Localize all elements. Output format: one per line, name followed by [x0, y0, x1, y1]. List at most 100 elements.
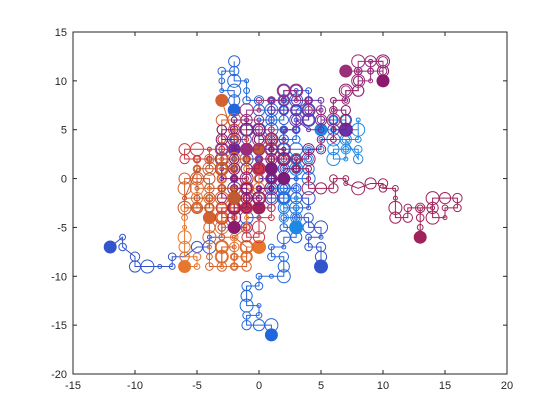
data-layer — [103, 54, 463, 342]
data-point — [254, 281, 264, 291]
data-point — [291, 125, 301, 135]
x-tick-label: -5 — [192, 380, 202, 392]
x-tick-label: -15 — [65, 380, 81, 392]
data-point — [252, 191, 266, 206]
data-point — [306, 176, 312, 182]
data-point — [129, 251, 141, 262]
data-point — [392, 184, 399, 192]
data-point — [243, 87, 251, 95]
data-point — [402, 212, 413, 223]
data-point — [281, 136, 287, 142]
data-point — [342, 175, 350, 182]
data-point — [304, 105, 313, 115]
data-point — [305, 87, 313, 95]
series-start-marker — [202, 211, 216, 225]
data-point — [241, 232, 252, 243]
series-start-marker — [103, 240, 117, 254]
data-point — [231, 146, 237, 152]
data-point — [355, 68, 361, 74]
data-point — [430, 205, 436, 211]
data-point — [316, 135, 326, 144]
data-point — [229, 262, 239, 271]
data-point — [416, 224, 424, 231]
data-point — [318, 234, 324, 240]
data-point — [218, 233, 226, 241]
data-point — [289, 112, 304, 127]
y-tick-label: -15 — [51, 320, 67, 332]
data-point — [425, 210, 440, 225]
data-point — [252, 132, 266, 147]
data-point — [182, 195, 188, 201]
data-point — [353, 144, 363, 154]
data-point — [217, 66, 227, 76]
data-point — [227, 73, 242, 88]
data-point — [205, 164, 214, 174]
data-point — [351, 54, 366, 69]
data-point — [276, 152, 291, 167]
data-point — [240, 289, 253, 302]
data-point — [268, 273, 274, 279]
data-point — [268, 184, 275, 192]
data-point — [214, 142, 229, 157]
data-point — [218, 145, 226, 153]
data-point — [242, 223, 251, 232]
data-point — [205, 262, 214, 271]
data-point — [241, 183, 252, 194]
data-point — [301, 181, 316, 196]
data-point — [230, 155, 238, 163]
data-point — [253, 163, 265, 175]
data-point — [291, 135, 301, 144]
data-point — [291, 153, 302, 165]
data-point — [340, 144, 351, 155]
data-point — [328, 183, 339, 194]
series-start-marker — [178, 260, 192, 274]
data-point — [330, 136, 337, 143]
series-line — [184, 148, 259, 209]
y-tick-label: 15 — [55, 27, 67, 39]
data-point — [193, 194, 201, 202]
data-point — [343, 156, 349, 162]
data-point — [178, 240, 191, 254]
data-point — [327, 143, 340, 156]
data-point — [192, 154, 202, 164]
data-point — [315, 144, 327, 155]
data-point — [355, 117, 361, 123]
data-point — [352, 84, 365, 97]
data-point — [267, 105, 276, 115]
series-start-marker — [240, 142, 254, 156]
data-point — [317, 97, 325, 104]
data-point — [278, 95, 289, 106]
data-point — [239, 239, 254, 254]
data-point — [279, 223, 289, 232]
data-point — [340, 85, 351, 96]
y-tick-label: -10 — [51, 271, 67, 283]
data-point — [291, 164, 301, 174]
data-point — [330, 97, 337, 104]
data-point — [281, 244, 287, 250]
data-point — [241, 261, 252, 272]
data-point — [415, 202, 426, 214]
data-point — [206, 146, 212, 152]
data-point — [426, 201, 439, 214]
data-point — [244, 205, 250, 211]
data-point — [293, 195, 299, 201]
x-tick-label: 0 — [256, 380, 262, 392]
data-point — [302, 143, 315, 156]
data-point — [256, 185, 262, 191]
data-point — [218, 77, 226, 85]
data-point — [119, 233, 126, 241]
data-point — [317, 126, 325, 134]
data-point — [255, 97, 263, 104]
data-point — [452, 192, 463, 204]
data-point — [182, 224, 188, 230]
data-point — [177, 230, 192, 245]
series-start-marker — [227, 191, 241, 205]
data-point — [157, 264, 163, 270]
y-tick-label: -20 — [51, 369, 67, 381]
data-point — [342, 145, 350, 153]
data-point — [216, 192, 228, 204]
data-point — [389, 211, 402, 224]
x-tick-label: -10 — [127, 380, 143, 392]
y-tick-label: 0 — [61, 174, 67, 186]
data-point — [293, 97, 299, 103]
